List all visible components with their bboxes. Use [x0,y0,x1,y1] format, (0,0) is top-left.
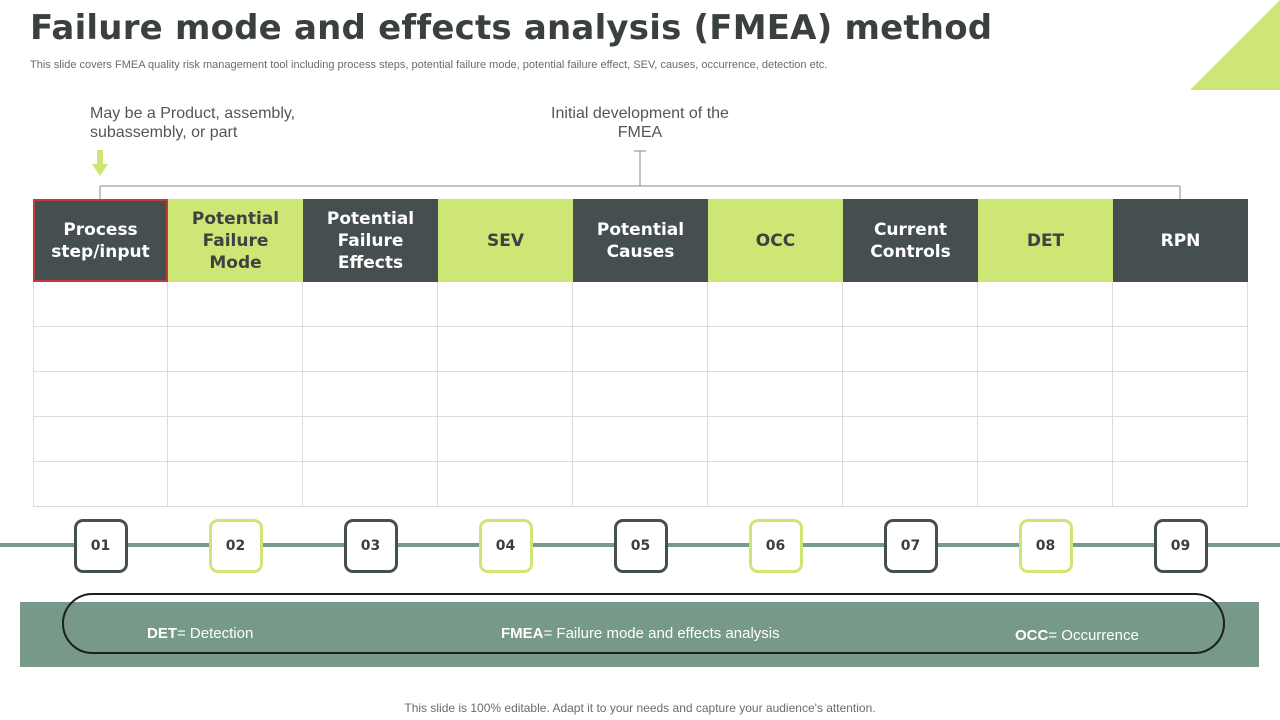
table-cell[interactable] [843,327,978,372]
table-cell[interactable] [33,282,168,327]
step-marker: 06 [748,519,803,573]
legend-occ: OCC= Occurrence [1015,627,1139,644]
table-cell[interactable] [708,462,843,507]
table-cell[interactable] [978,372,1113,417]
column-header: RPN [1113,199,1248,282]
table-cell[interactable] [168,372,303,417]
legend-fmea: FMEA= Failure mode and effects analysis [501,625,780,642]
step-marker: 02 [208,519,263,573]
table-cell[interactable] [438,417,573,462]
table-cell[interactable] [33,417,168,462]
table-cell[interactable] [843,372,978,417]
arrow-down-icon [92,150,108,176]
table-cell[interactable] [1113,327,1248,372]
column-header: Potential Failure Effects [303,199,438,282]
table-cell[interactable] [438,462,573,507]
table-cell[interactable] [33,462,168,507]
page-title: Failure mode and effects analysis (FMEA)… [30,8,993,48]
legend-occ-text: = Occurrence [1048,627,1139,644]
corner-triangle-decoration [1190,0,1280,90]
column-header: Process step/input [33,199,168,282]
table-cell[interactable] [33,327,168,372]
step-marker: 07 [883,519,938,573]
annotation-center: Initial development of the FMEA [551,105,729,141]
legend-det-key: DET [147,625,177,642]
table-cell[interactable] [708,372,843,417]
fmea-table: Process step/input Potential Failure Mode… [33,199,1248,507]
table-cell[interactable] [303,282,438,327]
table-cell[interactable] [168,282,303,327]
column-header: DET [978,199,1113,282]
legend-fmea-text: = Failure mode and effects analysis [543,625,780,642]
table-cell[interactable] [978,327,1113,372]
table-cell[interactable] [168,462,303,507]
table-cell[interactable] [573,372,708,417]
table-cell[interactable] [168,327,303,372]
table-cell[interactable] [708,327,843,372]
legend-det: DET= Detection [147,625,253,642]
footer-note: This slide is 100% editable. Adapt it to… [404,701,876,715]
table-cell[interactable] [303,327,438,372]
page-subtitle: This slide covers FMEA quality risk mana… [30,59,828,71]
step-marker: 09 [1153,519,1208,573]
table-cell[interactable] [438,372,573,417]
step-marker: 01 [73,519,128,573]
table-cell[interactable] [1113,417,1248,462]
table-cell[interactable] [573,282,708,327]
step-marker: 08 [1018,519,1073,573]
column-header: OCC [708,199,843,282]
column-header: SEV [438,199,573,282]
table-cell[interactable] [303,417,438,462]
table-cell[interactable] [168,417,303,462]
legend-occ-key: OCC [1015,627,1049,644]
table-cell[interactable] [843,282,978,327]
table-cell[interactable] [978,282,1113,327]
table-cell[interactable] [1113,282,1248,327]
table-cell[interactable] [438,327,573,372]
table-cell[interactable] [33,372,168,417]
table-cell[interactable] [1113,462,1248,507]
table-cell[interactable] [1113,372,1248,417]
legend-fmea-key: FMEA [501,625,544,642]
step-marker: 03 [343,519,398,573]
table-cell[interactable] [843,462,978,507]
annotation-left: May be a Product, assembly, subassembly,… [90,105,296,141]
table-cell[interactable] [978,417,1113,462]
legend-det-text: = Detection [177,625,254,642]
table-cell[interactable] [978,462,1113,507]
table-cell[interactable] [573,327,708,372]
table-cell[interactable] [708,417,843,462]
step-marker: 05 [613,519,668,573]
table-cell[interactable] [438,282,573,327]
table-cell[interactable] [303,372,438,417]
table-cell[interactable] [843,417,978,462]
legend-oval [62,593,1225,654]
table-cell[interactable] [573,462,708,507]
step-marker: 04 [478,519,533,573]
legend-bar [20,602,1259,667]
column-header: Current Controls [843,199,978,282]
column-header: Potential Causes [573,199,708,282]
table-cell[interactable] [573,417,708,462]
table-cell[interactable] [708,282,843,327]
column-header: Potential Failure Mode [168,199,303,282]
table-cell[interactable] [303,462,438,507]
